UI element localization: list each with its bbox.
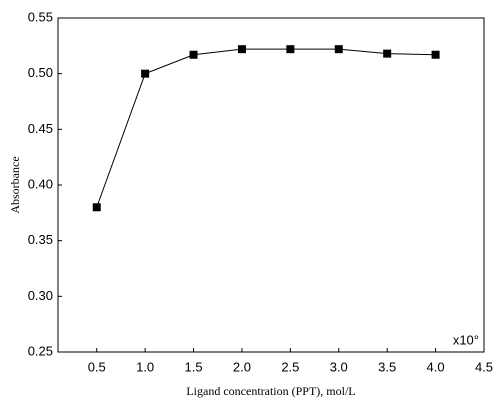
line	[96, 48, 436, 208]
x-axis-label: Ligand concentration (PPT), mol/L	[186, 384, 355, 398]
x-tick-label: 3.5	[378, 359, 396, 374]
x-tick-label: 2.5	[281, 359, 299, 374]
x-tick-label: 4.0	[427, 359, 445, 374]
x-tick-label: 1.0	[136, 359, 154, 374]
y-tick-label: 0.35	[28, 232, 53, 247]
marker	[431, 50, 440, 59]
x-tick-label: 0.5	[88, 359, 106, 374]
y-tick-label: 0.55	[28, 9, 53, 24]
marker	[92, 203, 101, 212]
y-axis-label: Absorbance	[8, 156, 22, 213]
marker	[189, 50, 198, 59]
y-tick-label: 0.45	[28, 121, 53, 136]
y-tick-label: 0.30	[28, 288, 53, 303]
x-tick-label: 1.5	[185, 359, 203, 374]
marker	[383, 49, 392, 58]
annotation: x10°	[453, 332, 479, 347]
marker	[237, 45, 246, 54]
y-tick-label: 0.50	[28, 65, 53, 80]
x-tick-label: 2.0	[233, 359, 251, 374]
y-tick-label: 0.40	[28, 176, 53, 191]
x-tick-label: 4.5	[475, 359, 493, 374]
marker	[334, 45, 343, 54]
plot-frame	[57, 17, 485, 353]
x-tick-label: 3.0	[330, 359, 348, 374]
y-tick-label: 0.25	[28, 343, 53, 358]
marker	[286, 45, 295, 54]
marker	[141, 69, 150, 78]
